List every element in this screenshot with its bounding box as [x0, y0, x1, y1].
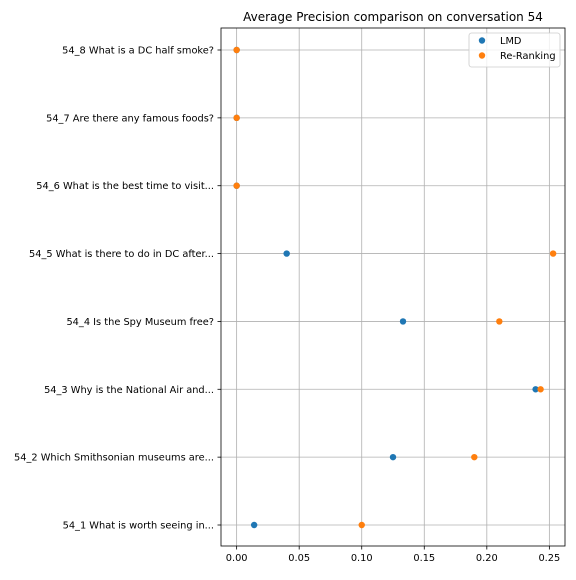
data-point-re-ranking — [537, 386, 544, 393]
y-tick-label: 54_6 What is the best time to visit... — [36, 181, 214, 192]
data-point-lmd — [250, 521, 258, 529]
data-point-lmd — [283, 250, 290, 257]
data-point-re-ranking — [233, 46, 240, 54]
x-tick-label: 0.20 — [476, 553, 498, 564]
legend: LMD Re-Ranking — [468, 32, 561, 68]
x-tick-label: 0.05 — [288, 553, 310, 564]
x-tick-label: 0.00 — [226, 553, 248, 564]
data-point-re-ranking — [549, 250, 557, 257]
data-point-re-ranking — [358, 521, 365, 529]
y-tick-label: 54_5 What is there to do in DC after... — [29, 249, 214, 260]
x-tick-label: 0.15 — [413, 553, 435, 564]
data-point-re-ranking — [496, 318, 503, 325]
y-tick-label: 54_1 What is worth seeing in... — [63, 521, 214, 532]
data-point-lmd — [399, 318, 407, 325]
legend-label: LMD — [500, 36, 521, 47]
data-point-re-ranking — [233, 182, 240, 189]
data-point-re-ranking — [233, 114, 240, 122]
legend-box — [468, 32, 561, 68]
y-tick-label: 54_3 Why is the National Air and... — [44, 385, 214, 396]
y-tick-label: 54_8 What is a DC half smoke? — [62, 46, 214, 57]
y-tick-label: 54_7 Are there any famous foods? — [46, 113, 214, 124]
x-tick-label: 0.25 — [538, 553, 560, 564]
data-point-lmd — [532, 386, 539, 393]
legend-label: Re-Ranking — [500, 51, 556, 62]
chart-title: Average Precision comparison on conversa… — [243, 10, 543, 24]
x-tick-label: 0.10 — [351, 553, 373, 564]
y-tick-label: 54_4 Is the Spy Museum free? — [66, 317, 214, 328]
legend-marker — [478, 37, 486, 44]
data-point-lmd — [389, 453, 397, 461]
data-point-re-ranking — [471, 453, 478, 461]
plot-area-frame — [220, 27, 566, 547]
y-tick-label: 54_2 Which Smithsonian museums are... — [14, 453, 214, 464]
data-points — [233, 46, 557, 529]
legend-marker — [478, 52, 486, 59]
axis-ticks: 0.00 0.05 0.10 0.15 0.20 0.25 54_8 What is a D… — [14, 46, 560, 565]
